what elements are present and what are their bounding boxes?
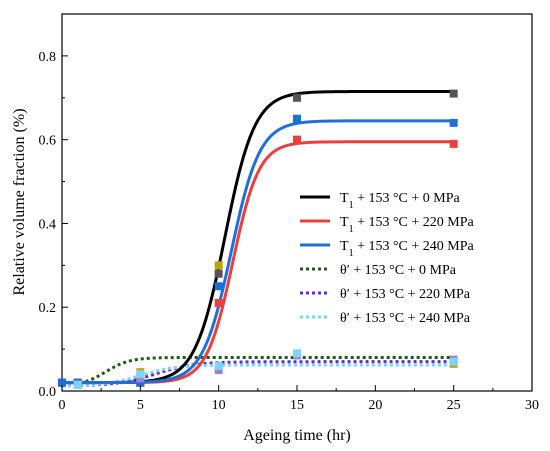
data-point xyxy=(449,89,458,98)
data-point xyxy=(214,282,223,291)
x-tick-label: 5 xyxy=(137,398,144,413)
data-point xyxy=(293,135,301,144)
y-tick-label: 0.0 xyxy=(39,385,57,400)
series-curve xyxy=(61,360,454,388)
legend-label: T1 + 153 °C + 220 MPa xyxy=(340,215,475,235)
data-point xyxy=(136,374,145,383)
data-point xyxy=(58,378,66,387)
y-tick-label: 0.8 xyxy=(39,50,57,65)
x-axis-title: Ageing time (hr) xyxy=(243,427,351,444)
x-tick-label: 20 xyxy=(368,398,382,413)
data-point xyxy=(293,114,301,123)
legend-label: θ′ + 153 °C + 240 MPa xyxy=(340,311,471,326)
plot-frame xyxy=(61,13,533,392)
data-point xyxy=(449,118,458,127)
y-tick-label: 0.6 xyxy=(39,134,57,149)
data-point xyxy=(136,378,145,387)
x-tick-label: 30 xyxy=(525,398,539,413)
legend-label: θ′ + 153 °C + 220 MPa xyxy=(340,287,471,302)
x-tick-label: 25 xyxy=(447,398,461,413)
legend-label: T1 + 153 °C + 0 MPa xyxy=(340,191,461,211)
data-point xyxy=(214,366,223,375)
series-curve xyxy=(61,355,454,387)
data-point xyxy=(293,349,301,358)
data-point xyxy=(449,139,458,148)
x-tick-label: 10 xyxy=(212,398,226,413)
data-point xyxy=(214,261,223,270)
x-tick-label: 0 xyxy=(59,398,66,413)
y-tick-label: 0.2 xyxy=(39,301,57,316)
legend-label: T1 + 153 °C + 240 MPa xyxy=(340,239,475,259)
data-point xyxy=(214,361,223,370)
series-curve xyxy=(62,119,454,385)
data-point xyxy=(293,93,301,102)
legend: T1 + 153 °C + 0 MPa T1 + 153 °C + 220 MPa… xyxy=(300,191,475,326)
y-axis-title: Relative volume fraction (%) xyxy=(11,108,28,295)
fit-curves xyxy=(61,89,454,388)
data-point xyxy=(73,380,82,389)
y-tick-label: 0.4 xyxy=(39,217,57,232)
y-axis: 0.0 0.2 0.4 0.6 0.8 xyxy=(39,13,68,400)
x-tick-label: 15 xyxy=(290,398,304,413)
data-point xyxy=(214,299,223,308)
data-point xyxy=(214,269,223,278)
data-point xyxy=(136,370,145,379)
x-axis: 0 5 10 15 20 25 30 xyxy=(59,385,539,413)
series-curve xyxy=(62,89,454,385)
data-point xyxy=(449,357,458,366)
legend-label: θ′ + 153 °C + 0 MPa xyxy=(340,263,457,278)
data-markers xyxy=(58,89,458,389)
